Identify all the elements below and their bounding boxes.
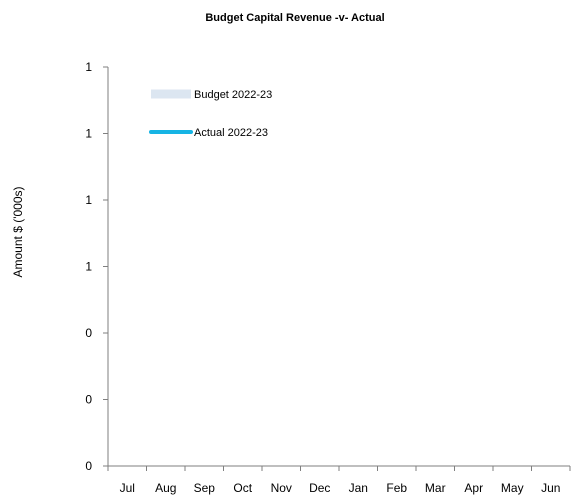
axes: 0 0 0 1 1 1 1 Jul Aug Sep Oct Nov Dec Jan Feb Mar Apr May…	[85, 60, 571, 495]
y-tick-label: 1	[85, 260, 92, 274]
x-tick-label: Jul	[120, 481, 135, 495]
y-tick-label: 0	[85, 393, 92, 407]
x-tick-label: Oct	[233, 481, 252, 495]
x-tick-label: Apr	[464, 481, 483, 495]
y-axis-title: Amount $ ('000s)	[11, 186, 25, 277]
y-tick-label: 1	[85, 60, 92, 74]
x-tick-label: Nov	[271, 481, 292, 495]
y-tick-label: 0	[85, 326, 92, 340]
y-tick-label: 1	[85, 193, 92, 207]
x-tick-label: Aug	[155, 481, 176, 495]
x-tick-label: Sep	[194, 481, 216, 495]
legend: Budget 2022-23 Actual 2022-23	[149, 89, 272, 139]
legend-label: Actual 2022-23	[194, 127, 268, 139]
x-tick-label: Jun	[541, 481, 560, 495]
x-tick-label: Mar	[425, 481, 446, 495]
x-tick-label: Feb	[386, 481, 407, 495]
x-tick-label: Dec	[309, 481, 330, 495]
y-tick-label: 0	[85, 459, 92, 473]
y-tick-label: 1	[85, 127, 92, 141]
chart-title: Budget Capital Revenue -v- Actual	[205, 12, 384, 24]
x-tick-label: May	[501, 481, 524, 495]
legend-label: Budget 2022-23	[194, 89, 272, 101]
x-tick-label: Jan	[349, 481, 368, 495]
